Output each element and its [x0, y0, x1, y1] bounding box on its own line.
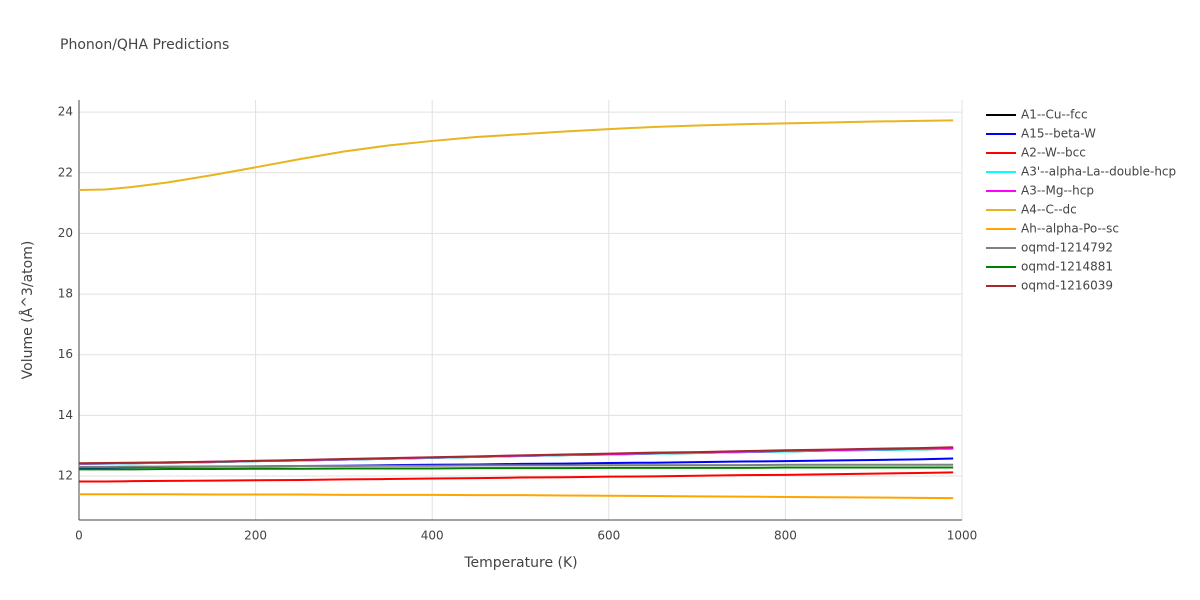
- legend-label[interactable]: A3--Mg--hcp: [1021, 184, 1094, 198]
- series-line: [79, 466, 954, 471]
- x-tick-label: 0: [75, 529, 83, 543]
- legend-label[interactable]: oqmd-1214792: [1021, 241, 1113, 255]
- x-tick-label: 800: [774, 529, 797, 543]
- legend-label[interactable]: oqmd-1216039: [1021, 279, 1113, 293]
- legend-label[interactable]: Ah--alpha-Po--sc: [1021, 222, 1119, 236]
- series-line: [79, 463, 954, 468]
- series-line: [79, 471, 954, 483]
- legend-label[interactable]: A15--beta-W: [1021, 127, 1096, 141]
- chart-title: Phonon/QHA Predictions: [60, 37, 229, 53]
- y-tick-label: 16: [58, 347, 73, 361]
- y-tick-label: 14: [58, 408, 73, 422]
- series-line: [78, 119, 954, 192]
- legend-label[interactable]: A1--Cu--fcc: [1021, 108, 1088, 122]
- y-tick-label: 12: [58, 469, 73, 483]
- y-tick-label: 20: [58, 226, 73, 240]
- x-tick-label: 1000: [947, 529, 978, 543]
- legend-label[interactable]: A3'--alpha-La--double-hcp: [1021, 165, 1176, 179]
- x-axis-title: Temperature (K): [463, 555, 577, 571]
- y-axis-title: Volume (Å^3/atom): [19, 241, 36, 380]
- series-line: [79, 493, 954, 500]
- y-tick-label: 18: [58, 287, 73, 301]
- series-line: [78, 446, 954, 465]
- legend-label[interactable]: A2--W--bcc: [1021, 146, 1086, 160]
- x-tick-label: 600: [597, 529, 620, 543]
- y-tick-label: 22: [58, 165, 73, 179]
- x-tick-label: 200: [244, 529, 267, 543]
- x-tick-label: 400: [421, 529, 444, 543]
- y-tick-label: 24: [58, 105, 73, 119]
- legend-label[interactable]: oqmd-1214881: [1021, 260, 1113, 274]
- legend-label[interactable]: A4--C--dc: [1021, 203, 1077, 217]
